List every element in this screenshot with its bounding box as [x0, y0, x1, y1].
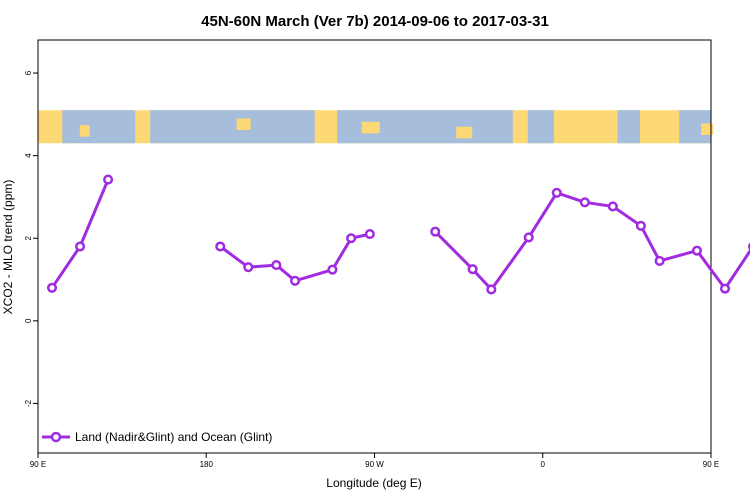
- data-point: [654, 255, 665, 267]
- data-point: [523, 232, 534, 243]
- data-point: [691, 245, 703, 256]
- map-band-land-patch: [456, 126, 473, 139]
- data-point: [467, 264, 478, 275]
- y-tick-label: 0: [24, 318, 33, 323]
- series-line: [50, 179, 110, 289]
- data-point: [486, 284, 497, 295]
- legend: Land (Nadir&Glint) and Ocean (Glint): [42, 430, 272, 444]
- x-axis: 90 E 180 90 W 0 90 E: [30, 453, 719, 469]
- y-axis: -2 0 2 4 6: [24, 70, 38, 407]
- map-band-ocean: [617, 110, 640, 144]
- y-tick-label: -2: [24, 399, 33, 407]
- data-point: [103, 174, 114, 185]
- world-map-band: [38, 110, 714, 144]
- map-band-land-patch: [701, 123, 714, 135]
- legend-marker: [50, 431, 62, 443]
- data-point: [346, 233, 357, 244]
- data-point: [327, 264, 338, 275]
- series-layer: [46, 174, 750, 295]
- map-band-land-patch: [79, 125, 90, 137]
- legend-label: Land (Nadir&Glint) and Ocean (Glint): [75, 430, 272, 444]
- data-point: [607, 201, 618, 212]
- data-point: [271, 260, 282, 271]
- data-point: [635, 220, 646, 231]
- data-point: [430, 226, 441, 237]
- map-band-land-patch: [236, 118, 251, 131]
- series-line: [434, 191, 750, 291]
- x-tick-label: 180: [200, 460, 214, 469]
- data-point: [719, 283, 731, 294]
- data-point: [215, 241, 226, 252]
- data-point: [46, 282, 58, 293]
- x-tick-label: 0: [541, 460, 546, 469]
- x-tick-label: 90 E: [30, 460, 46, 469]
- x-axis-label: Longitude (deg E): [326, 476, 421, 490]
- data-point: [289, 275, 301, 286]
- plot-frame: [37, 39, 712, 454]
- data-point: [75, 241, 86, 252]
- map-band-ocean: [62, 110, 136, 144]
- y-tick-label: 2: [24, 235, 33, 240]
- x-tick-label: 90 W: [365, 460, 384, 469]
- data-point: [243, 262, 254, 273]
- x-tick-label: 90 E: [703, 460, 719, 469]
- y-tick-label: 6: [24, 70, 33, 75]
- data-point: [579, 197, 590, 208]
- data-point: [364, 229, 375, 240]
- data-point: [551, 187, 562, 198]
- y-axis-label: XCO2 - MLO trend (ppm): [1, 180, 15, 315]
- map-band-ocean: [527, 110, 554, 144]
- map-band-ocean: [150, 110, 315, 144]
- map-band-land-patch: [361, 121, 380, 134]
- y-tick-label: 4: [24, 153, 33, 158]
- chart-title: 45N-60N March (Ver 7b) 2014-09-06 to 201…: [201, 13, 549, 30]
